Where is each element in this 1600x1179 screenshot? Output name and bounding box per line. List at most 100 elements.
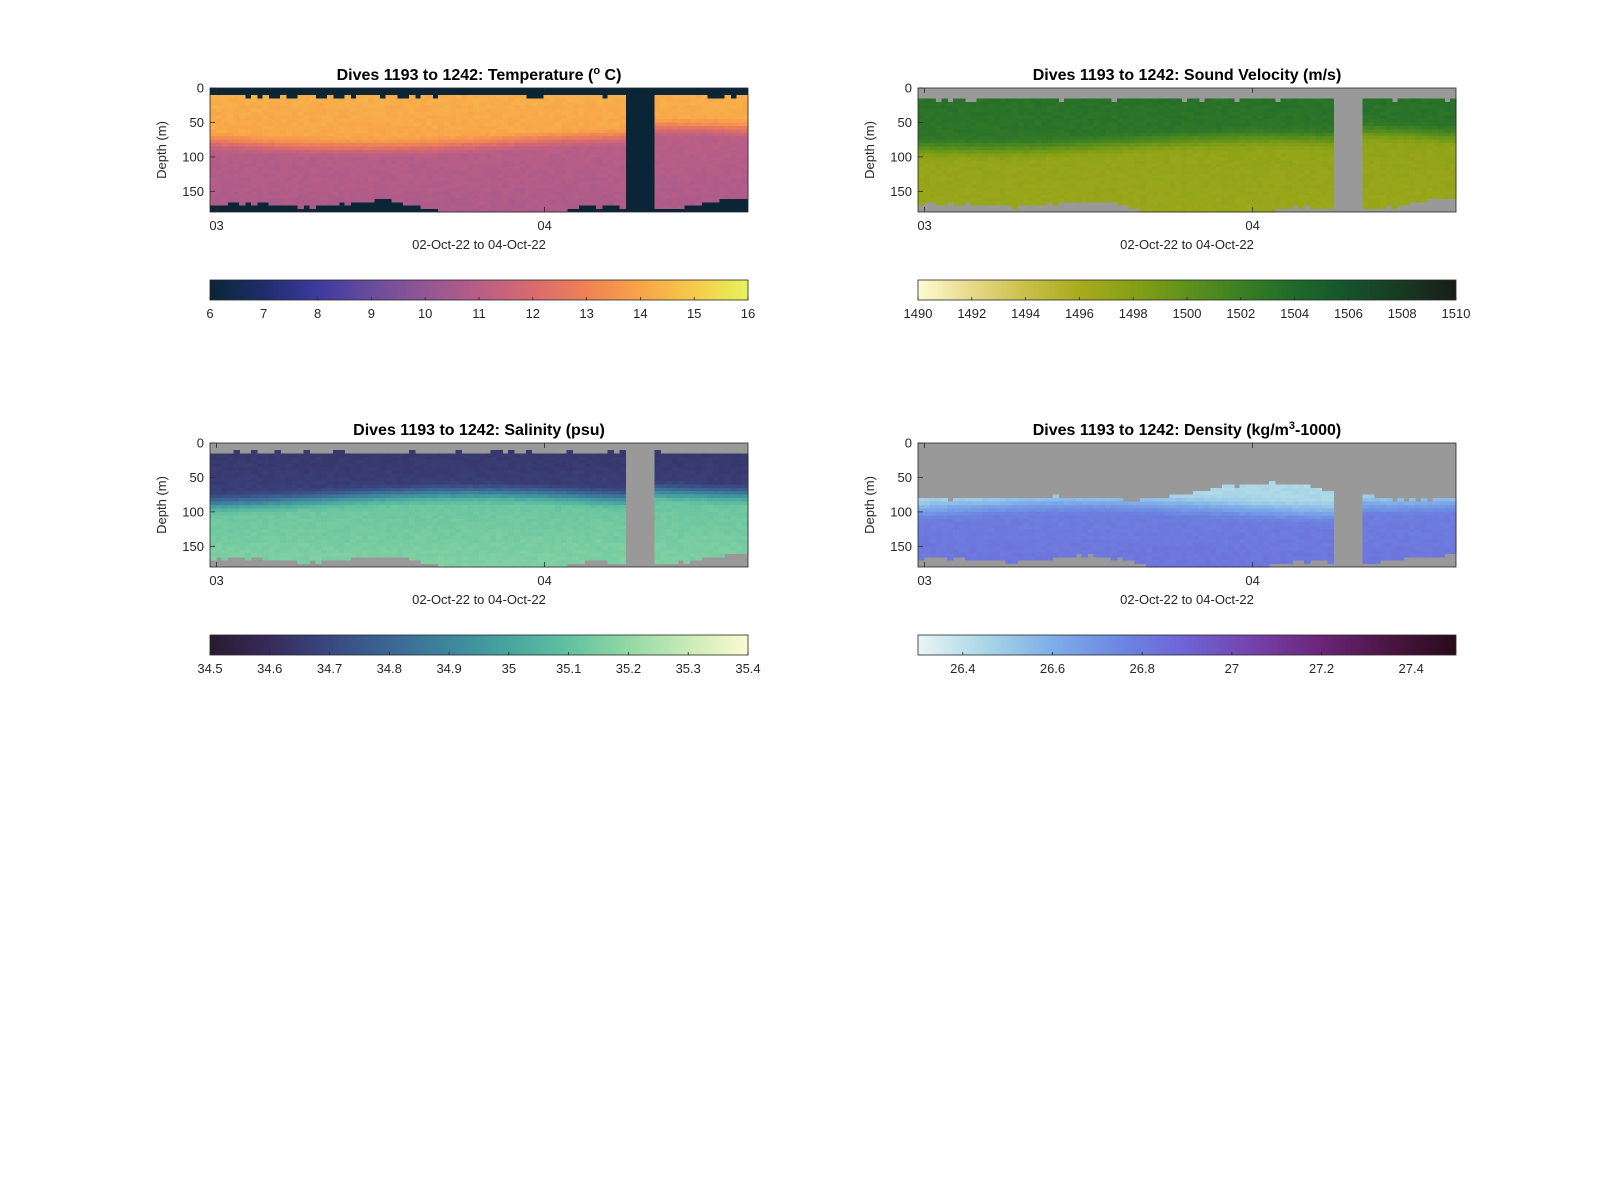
heatmap-cell [490,125,498,130]
heatmap-cell [1245,156,1252,161]
heatmap-cell [432,143,439,148]
heatmap-cell [356,112,363,117]
heatmap-cell [262,181,270,186]
heatmap-cell [449,198,457,203]
heatmap-cell [1187,129,1194,134]
heatmap-cell [210,191,217,196]
heatmap-cell [1251,156,1258,161]
heatmap-cell [982,101,989,106]
heatmap-cell [964,156,972,161]
heatmap-cell [1257,129,1264,134]
heatmap-cell [473,129,480,134]
heatmap-cell [356,191,363,196]
heatmap-cell [976,122,983,127]
heatmap-cell [490,191,498,196]
heatmap-cell [701,119,708,124]
heatmap-cell [742,181,749,186]
heatmap-cell [344,112,351,117]
heatmap-cell [953,181,960,186]
heatmap-cell [601,150,609,155]
heatmap-cell [315,153,322,158]
heatmap-cell [566,112,574,117]
heatmap-cell [1216,191,1223,196]
heatmap-cell [1040,101,1048,106]
heatmap-cell [461,139,468,144]
heatmap-cell [245,156,252,161]
heatmap-cell [1116,170,1124,175]
heatmap-cell [256,167,264,172]
heatmap-cell [1064,101,1071,106]
heatmap-cell [947,170,954,175]
heatmap-cell [1034,139,1042,144]
heatmap-cell [1070,112,1077,117]
heatmap-cell [1128,187,1135,192]
heatmap-cell [350,177,357,182]
heatmap-cell [566,156,574,161]
heatmap-cell [1181,146,1188,151]
heatmap-cell [1280,153,1288,158]
heatmap-cell [566,139,574,144]
heatmap-cell [315,184,322,189]
heatmap-cell [256,122,264,127]
heatmap-cell [1210,181,1217,186]
heatmap-cell [953,160,960,165]
heatmap-cell [1204,174,1211,179]
heatmap-cell [654,177,661,182]
heatmap-cell [549,139,556,144]
heatmap-cell [660,101,667,106]
heatmap-cell [683,160,691,165]
heatmap-cell [239,143,246,148]
heatmap-cell [332,187,340,192]
heatmap-cell [671,150,679,155]
heatmap-cell [1122,160,1130,165]
heatmap-cell [683,115,691,120]
heatmap-cell [1087,191,1095,196]
heatmap-cell [695,94,702,99]
heatmap-cell [1268,160,1276,165]
heatmap-cell [210,156,217,161]
heatmap-cell [245,139,252,144]
heatmap-cell [1198,136,1206,141]
heatmap-cell [543,205,550,210]
heatmap-cell [1157,177,1165,182]
heatmap-cell [953,112,960,117]
heatmap-cell [689,146,696,151]
heatmap-cell [724,125,732,130]
heatmap-cell [1163,160,1171,165]
heatmap-cell [502,115,509,120]
heatmap-cell [1292,160,1299,165]
heatmap-cell [918,139,925,144]
heatmap-cell [1046,187,1054,192]
heatmap-cell [595,191,603,196]
heatmap-cell [543,146,550,151]
heatmap-cell [1157,143,1165,148]
heatmap-cell [338,184,346,189]
heatmap-cell [724,143,732,148]
heatmap-cell [1151,170,1159,175]
heatmap-cell [426,150,433,155]
heatmap-cell [432,101,439,106]
heatmap-cell [935,184,942,189]
heatmap-cell [1298,129,1305,134]
heatmap-cell [595,198,603,203]
heatmap-cell [215,177,223,182]
heatmap-cell [479,205,486,210]
heatmap-cell [426,129,433,134]
heatmap-cell [1140,160,1147,165]
heatmap-cell [1298,105,1305,110]
heatmap-cell [1210,160,1217,165]
heatmap-cell [718,119,726,124]
heatmap-cell [1245,115,1252,120]
heatmap-cell [461,201,468,206]
heatmap-cell [1140,129,1147,134]
heatmap-cell [953,150,960,155]
heatmap-cell [321,174,328,179]
heatmap-cell [514,170,521,175]
heatmap-cell [420,129,427,134]
heatmap-cell [1303,156,1311,161]
heatmap-cell [326,160,334,165]
heatmap-cell [595,122,603,127]
heatmap-cell [344,194,351,199]
heatmap-cell [1216,150,1223,155]
heatmap-cell [274,112,281,117]
